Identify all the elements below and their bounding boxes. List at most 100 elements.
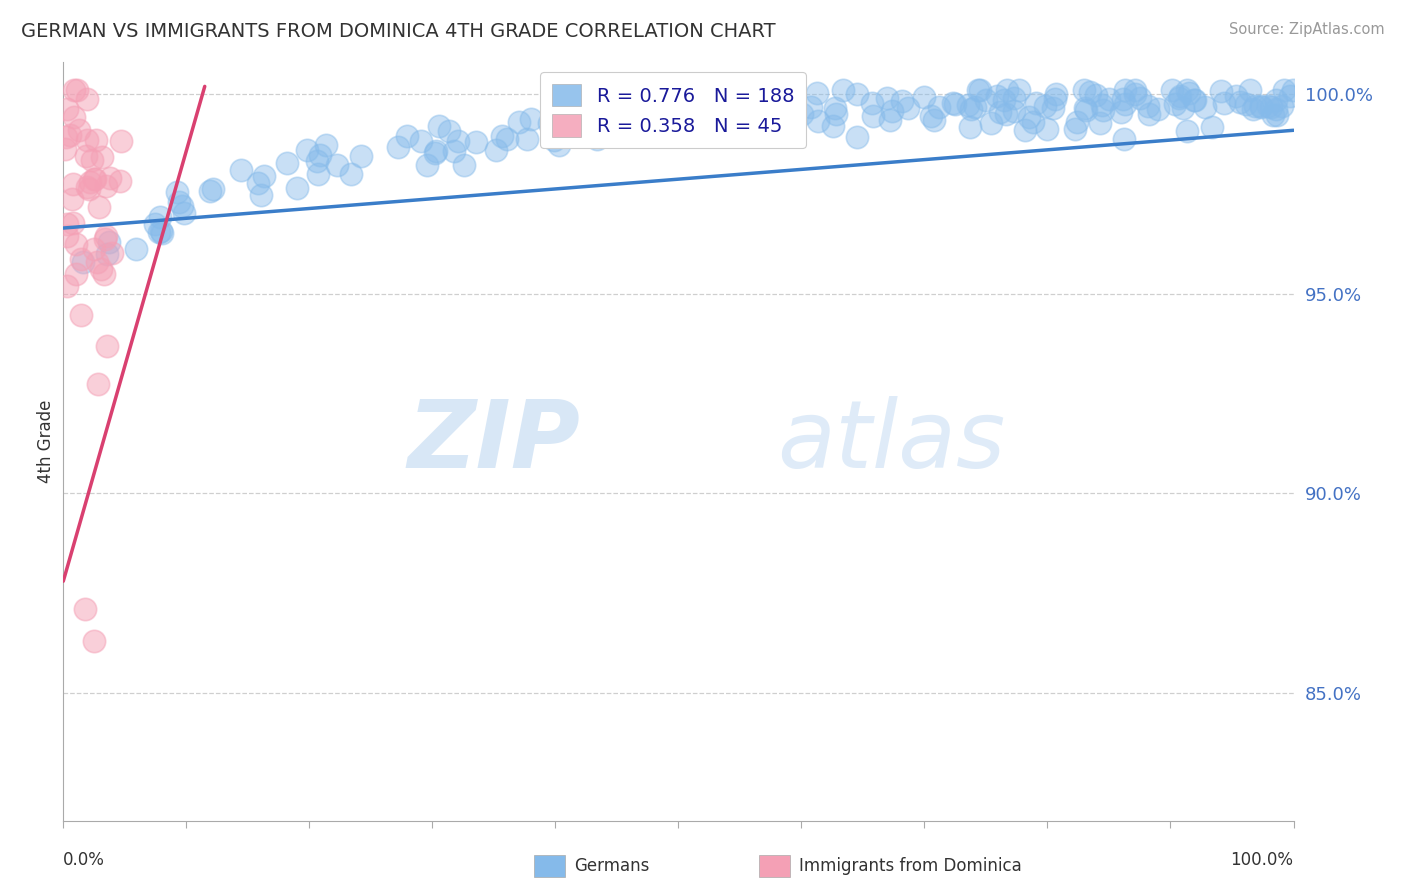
Point [782, 95, 804, 109]
Text: Source: ZipAtlas.com: Source: ZipAtlas.com [1229, 22, 1385, 37]
Point [166, 186, 188, 200]
Point [295, 143, 318, 157]
Point [150, 224, 173, 238]
Point [685, 98, 707, 112]
Point [167, 195, 190, 210]
Point [942, 95, 965, 110]
Point [1264, 102, 1286, 116]
Point [699, 111, 721, 125]
Point [1111, 105, 1133, 120]
Point [745, 100, 768, 114]
Point [1260, 100, 1282, 114]
Point [148, 210, 170, 224]
Point [72, 255, 94, 269]
Point [65, 267, 87, 281]
Point [82, 153, 104, 168]
Point [1045, 87, 1067, 101]
Point [1234, 97, 1257, 112]
Point [960, 102, 983, 116]
Point [683, 103, 706, 117]
Point [1025, 96, 1047, 111]
Point [231, 163, 253, 178]
Point [807, 114, 830, 128]
Point [276, 156, 298, 170]
Point [922, 113, 945, 128]
Point [1092, 103, 1115, 117]
Point [1084, 88, 1107, 103]
Point [519, 112, 541, 126]
Point [546, 120, 568, 135]
Point [700, 95, 723, 110]
Point [75, 149, 97, 163]
Point [1201, 120, 1223, 134]
Point [543, 133, 565, 147]
Point [1036, 121, 1059, 136]
Point [586, 132, 609, 146]
Point [547, 115, 569, 129]
Point [770, 84, 793, 98]
Y-axis label: 4th Grade: 4th Grade [37, 400, 55, 483]
Point [920, 108, 942, 122]
Point [508, 114, 530, 128]
Point [1239, 83, 1261, 97]
Point [253, 169, 276, 183]
Point [350, 149, 373, 163]
Point [1123, 87, 1146, 102]
Point [124, 242, 146, 256]
Point [1137, 107, 1160, 121]
Point [1271, 99, 1294, 113]
Point [824, 101, 846, 115]
Point [246, 176, 269, 190]
Point [315, 138, 337, 153]
Point [557, 120, 579, 134]
Point [93, 268, 115, 282]
Point [79, 175, 101, 189]
Point [1022, 115, 1045, 129]
Point [464, 135, 486, 149]
Point [1265, 108, 1288, 122]
Point [831, 83, 853, 97]
Point [411, 134, 433, 148]
Point [67, 123, 90, 137]
Point [96, 247, 118, 261]
Point [1112, 92, 1135, 106]
Point [62, 110, 84, 124]
Point [62, 178, 84, 192]
Point [110, 174, 132, 188]
Point [676, 112, 699, 126]
Point [806, 86, 828, 100]
Point [285, 181, 308, 195]
Point [1175, 124, 1198, 138]
Point [647, 105, 669, 120]
Point [416, 158, 439, 172]
Text: Immigrants from Dominica: Immigrants from Dominica [799, 857, 1021, 875]
Point [717, 117, 740, 131]
Text: Germans: Germans [574, 857, 650, 875]
Point [63, 83, 86, 97]
Point [1263, 108, 1285, 122]
Point [1167, 91, 1189, 105]
Point [491, 128, 513, 143]
Point [1168, 89, 1191, 103]
Point [665, 99, 688, 113]
Point [76, 180, 98, 194]
Point [425, 144, 447, 158]
Text: 100.0%: 100.0% [1230, 851, 1294, 869]
Point [557, 114, 579, 128]
Point [980, 116, 1002, 130]
Point [387, 140, 409, 154]
Point [201, 182, 224, 196]
Point [96, 338, 118, 352]
Point [846, 130, 869, 145]
Point [1136, 99, 1159, 113]
Point [1257, 98, 1279, 112]
Point [94, 229, 117, 244]
Point [307, 167, 329, 181]
Point [94, 178, 117, 193]
Point [823, 119, 845, 133]
Point [579, 97, 602, 112]
Point [84, 133, 107, 147]
Point [890, 94, 912, 108]
Point [75, 602, 97, 616]
Bar [534, 855, 565, 877]
